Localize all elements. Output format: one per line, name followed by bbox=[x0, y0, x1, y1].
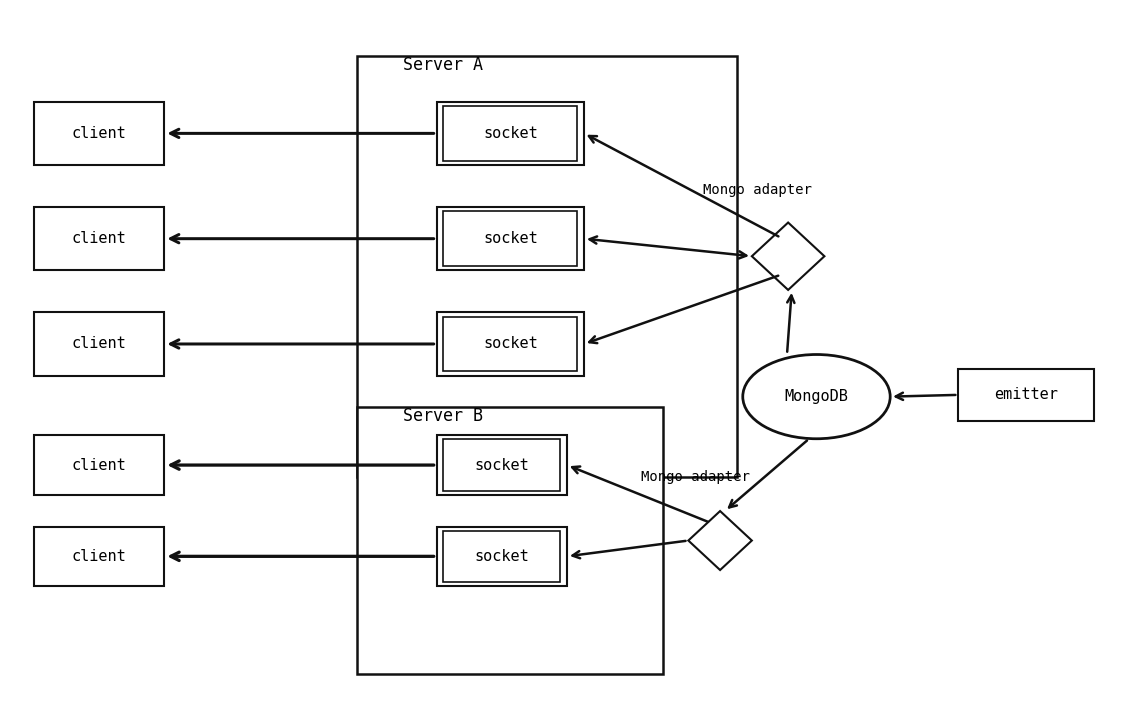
Text: client: client bbox=[71, 549, 127, 564]
Text: Server B: Server B bbox=[403, 406, 483, 425]
Text: MongoDB: MongoDB bbox=[785, 389, 848, 404]
Text: client: client bbox=[71, 231, 127, 246]
FancyBboxPatch shape bbox=[357, 56, 737, 477]
FancyBboxPatch shape bbox=[437, 435, 567, 495]
FancyBboxPatch shape bbox=[437, 526, 567, 586]
FancyBboxPatch shape bbox=[437, 207, 584, 270]
FancyBboxPatch shape bbox=[437, 312, 584, 376]
FancyBboxPatch shape bbox=[34, 207, 164, 270]
FancyBboxPatch shape bbox=[34, 435, 164, 495]
Text: Server A: Server A bbox=[403, 55, 483, 74]
FancyBboxPatch shape bbox=[357, 407, 663, 674]
FancyBboxPatch shape bbox=[437, 102, 584, 165]
Text: client: client bbox=[71, 126, 127, 141]
Text: socket: socket bbox=[474, 458, 530, 472]
Text: socket: socket bbox=[474, 549, 530, 564]
Ellipse shape bbox=[743, 355, 890, 439]
Text: socket: socket bbox=[483, 336, 538, 352]
Polygon shape bbox=[752, 223, 824, 290]
Text: client: client bbox=[71, 458, 127, 472]
FancyBboxPatch shape bbox=[34, 102, 164, 165]
Text: Mongo adapter: Mongo adapter bbox=[703, 183, 812, 197]
Text: socket: socket bbox=[483, 231, 538, 246]
Polygon shape bbox=[688, 511, 752, 570]
FancyBboxPatch shape bbox=[34, 526, 164, 586]
Text: emitter: emitter bbox=[995, 388, 1058, 402]
Text: socket: socket bbox=[483, 126, 538, 141]
Text: client: client bbox=[71, 336, 127, 352]
Text: Mongo adapter: Mongo adapter bbox=[641, 470, 750, 484]
FancyBboxPatch shape bbox=[958, 369, 1094, 421]
FancyBboxPatch shape bbox=[34, 312, 164, 376]
